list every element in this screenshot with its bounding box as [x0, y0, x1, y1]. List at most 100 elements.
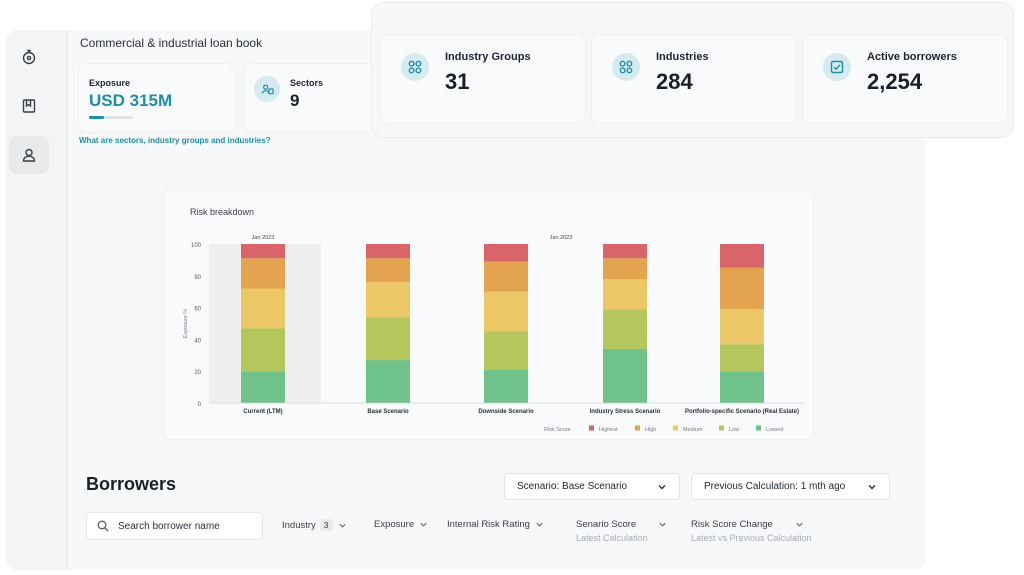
industry-groups-card: Industry Groups 31: [380, 34, 586, 124]
legend-label: Highest: [599, 427, 618, 433]
bar-segment-low: [603, 309, 647, 349]
sectors-card: Sectors 9: [244, 63, 374, 133]
bar-segment-high: [366, 258, 410, 283]
page-title: Commercial & industrial loan book: [80, 36, 263, 50]
borrower-search-input[interactable]: Search borrower name: [86, 512, 263, 540]
bar-segment-highest: [603, 244, 647, 259]
senario-score-label: Senario Score: [576, 519, 637, 530]
exposure-filter-label: Exposure: [374, 519, 415, 530]
y-axis-label: Exposure %: [183, 309, 189, 339]
exposure-value: USD 315M: [89, 91, 173, 110]
internal-risk-rating-label: Internal Risk Rating: [447, 519, 530, 530]
exposure-progress: [89, 116, 133, 119]
chart-title: Risk breakdown: [190, 207, 255, 217]
y-tick-label: 0: [198, 402, 202, 408]
senario-score-filter[interactable]: Senario Score Latest Calculation: [576, 519, 667, 543]
bar-segment-lowest: [484, 369, 528, 403]
x-tick-label: Industry Stress Scenario: [590, 409, 661, 415]
chevron-down-icon: [868, 485, 876, 490]
legend-swatch-lowest: [756, 425, 761, 431]
legend-swatch-medium: [673, 425, 678, 431]
bar-segment-high: [720, 267, 764, 310]
bar-segment-highest: [241, 244, 285, 259]
borrower-search-placeholder: Search borrower name: [118, 520, 220, 532]
risk-score-change-filter[interactable]: Risk Score Change Latest vs Previous Cal…: [691, 519, 812, 543]
bar-segment-highest: [366, 244, 410, 259]
period-annotation: Jan 2023: [550, 235, 573, 241]
active-borrowers-card: Active borrowers 2,254: [802, 34, 1008, 124]
industries-card: Industries 284: [591, 34, 797, 124]
y-tick-label: 80: [194, 275, 201, 281]
checkbox-icon: [823, 53, 851, 81]
legend-swatch-high: [635, 425, 640, 431]
legend-label: Medium: [683, 427, 703, 433]
industries-label: Industries: [656, 51, 709, 63]
previous-calculation-value: Previous Calculation: 1 mth ago: [704, 481, 846, 492]
legend-label: High: [645, 427, 656, 433]
sectors-icon: [254, 76, 280, 102]
dashboard-nav-button[interactable]: [9, 38, 49, 76]
scenario-select-value: Scenario: Base Scenario: [517, 481, 628, 492]
book-nav-button[interactable]: [9, 87, 49, 125]
bar-segment-high: [484, 261, 528, 292]
x-tick-label: Portfolio-specific Scenario (Real Estate…: [685, 409, 799, 415]
bar-segment-medium: [366, 282, 410, 318]
user-nav-button[interactable]: [9, 136, 49, 174]
chevron-down-icon: [659, 522, 666, 527]
sectors-value: 9: [290, 91, 300, 110]
senario-score-sub: Latest Calculation: [576, 533, 648, 543]
previous-calculation-select[interactable]: Previous Calculation: 1 mth ago: [691, 473, 890, 500]
exposure-filter[interactable]: Exposure: [374, 519, 428, 530]
y-tick-label: 100: [191, 243, 202, 249]
industry-groups-label: Industry Groups: [445, 51, 531, 63]
legend-swatch-highest: [589, 425, 594, 431]
y-tick-label: 40: [194, 338, 201, 344]
dashboard-icon: [22, 49, 36, 65]
exposure-label: Exposure: [89, 78, 131, 88]
risk-score-change-sub: Latest vs Previous Calculation: [691, 533, 812, 543]
active-borrowers-label: Active borrowers: [867, 51, 957, 63]
sectors-help-link[interactable]: What are sectors, industry groups and in…: [79, 136, 271, 145]
bar-segment-highest: [484, 244, 528, 262]
bar-segment-highest: [720, 244, 764, 268]
bar-segment-low: [366, 317, 410, 361]
user-icon: [22, 148, 36, 162]
bar-segment-medium: [241, 288, 285, 329]
bar-segment-medium: [720, 309, 764, 345]
grid-icon: [612, 53, 640, 81]
legend-swatch-low: [719, 425, 724, 431]
industry-filter-count: 3: [319, 519, 333, 531]
internal-risk-rating-filter[interactable]: Internal Risk Rating: [447, 519, 544, 530]
x-tick-label: Base Scenario: [367, 409, 409, 415]
period-annotation: Jan 2023: [252, 235, 275, 241]
industry-groups-value: 31: [445, 69, 470, 94]
bar-segment-high: [603, 258, 647, 279]
bar-segment-lowest: [241, 371, 285, 403]
bar-segment-low: [241, 328, 285, 372]
risk-breakdown-chart: 0 20 40 60 80 100 Exposure % Jan 2023 Jan 2023 Cu…: [183, 235, 804, 433]
y-tick-label: 20: [194, 370, 201, 376]
exposure-card: Exposure USD 315M: [78, 63, 236, 133]
metrics-highlight-panel: Industry Groups 31 Industries 284 Active…: [372, 3, 1013, 137]
chevron-down-icon: [658, 485, 666, 490]
x-tick-label: Downside Scenario: [478, 409, 534, 415]
legend-label: Lowest: [766, 427, 784, 433]
search-icon: [97, 520, 109, 532]
industry-filter[interactable]: Industry 3: [282, 519, 347, 531]
risk-breakdown-panel: Risk breakdown 0 20 40 60 80 100 Exposure % Jan…: [163, 190, 814, 440]
scenario-select[interactable]: Scenario: Base Scenario: [504, 473, 680, 500]
bar-segment-low: [720, 344, 764, 372]
chevron-down-icon: [338, 523, 346, 528]
bar-segment-low: [484, 331, 528, 370]
exposure-progress-fill: [89, 116, 105, 119]
industries-value: 284: [656, 69, 693, 94]
grid-icon: [401, 53, 429, 81]
bar-segment-lowest: [366, 360, 410, 403]
bar-segment-lowest: [603, 348, 647, 403]
sidebar: [6, 30, 68, 570]
chevron-down-icon: [420, 522, 427, 527]
bar-segment-medium: [603, 278, 647, 310]
active-borrowers-value: 2,254: [867, 69, 923, 94]
legend-label: Low: [729, 427, 739, 433]
chevron-down-icon: [796, 522, 803, 527]
